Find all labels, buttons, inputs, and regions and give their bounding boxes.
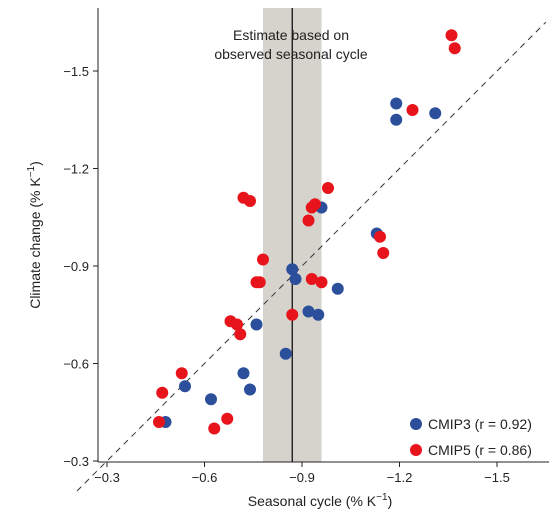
legend-label-cmip3: CMIP3 (r = 0.92)	[428, 416, 532, 432]
data-point-cmip3	[250, 318, 263, 331]
legend-label-cmip5: CMIP5 (r = 0.86)	[428, 442, 532, 458]
data-point-cmip3	[312, 308, 325, 321]
data-point-cmip3	[205, 393, 217, 406]
annotation-line-1: Estimate based on	[233, 27, 349, 43]
y-tick-label: −0.6	[63, 357, 89, 372]
x-tick-label: −1.2	[387, 470, 413, 485]
x-tick-label: −1.5	[484, 470, 510, 485]
data-point-cmip5	[234, 328, 247, 341]
data-point-cmip3	[286, 263, 299, 276]
data-point-cmip5	[302, 214, 315, 227]
data-point-cmip5	[221, 412, 234, 425]
data-point-cmip5	[305, 273, 318, 285]
data-point-cmip3	[429, 107, 442, 120]
y-tick-label: −0.9	[63, 259, 89, 274]
x-tick-label: −0.3	[94, 470, 120, 485]
data-point-cmip3	[237, 367, 250, 380]
data-point-cmip5	[208, 422, 221, 435]
data-point-cmip5	[257, 253, 269, 266]
data-point-cmip5	[286, 308, 299, 321]
data-point-cmip5	[322, 182, 334, 194]
y-tick-label: −1.2	[63, 162, 89, 177]
y-tick-label: −0.3	[63, 454, 89, 469]
x-tick-label: −0.9	[289, 470, 315, 485]
data-point-cmip5	[253, 276, 266, 289]
data-point-cmip5	[315, 276, 328, 289]
legend-marker-cmip3	[410, 418, 422, 430]
data-point-cmip3	[244, 383, 256, 396]
data-point-cmip5	[153, 416, 165, 428]
one-to-one-reference-line	[76, 21, 547, 492]
y-axis-ticks: −0.3 −0.6 −0.9 −1.2 −1.5	[63, 64, 98, 469]
x-tick-label: −0.6	[192, 470, 218, 485]
data-point-cmip3	[390, 97, 403, 110]
data-point-cmip5	[244, 195, 256, 207]
legend: CMIP3 (r = 0.92) CMIP5 (r = 0.86)	[410, 416, 532, 458]
data-point-cmip5	[156, 386, 169, 399]
data-point-cmip5	[175, 367, 188, 380]
y-tick-label: −1.5	[63, 64, 89, 79]
data-point-cmip5	[374, 230, 386, 243]
data-point-cmip5	[377, 247, 390, 259]
x-axis-title: Seasonal cycle (% K−1)	[248, 492, 392, 509]
data-point-cmip5	[309, 198, 321, 211]
legend-marker-cmip5	[410, 444, 422, 456]
annotation-line-2: observed seasonal cycle	[214, 46, 368, 62]
data-point-cmip3	[302, 305, 315, 318]
x-axis-ticks: −0.3 −0.6 −0.9 −1.2 −1.5	[94, 462, 510, 485]
data-point-cmip5	[448, 42, 461, 55]
y-axis-title: Climate change (% K−1)	[26, 161, 43, 309]
data-points	[153, 29, 461, 435]
data-point-cmip3	[279, 347, 292, 360]
data-point-cmip5	[406, 104, 419, 116]
data-point-cmip5	[445, 29, 458, 42]
data-point-cmip3	[289, 273, 302, 285]
data-point-cmip3	[390, 113, 403, 126]
data-point-cmip3	[179, 380, 191, 393]
data-point-cmip3	[331, 282, 344, 295]
data-point-cmip5	[231, 318, 243, 331]
